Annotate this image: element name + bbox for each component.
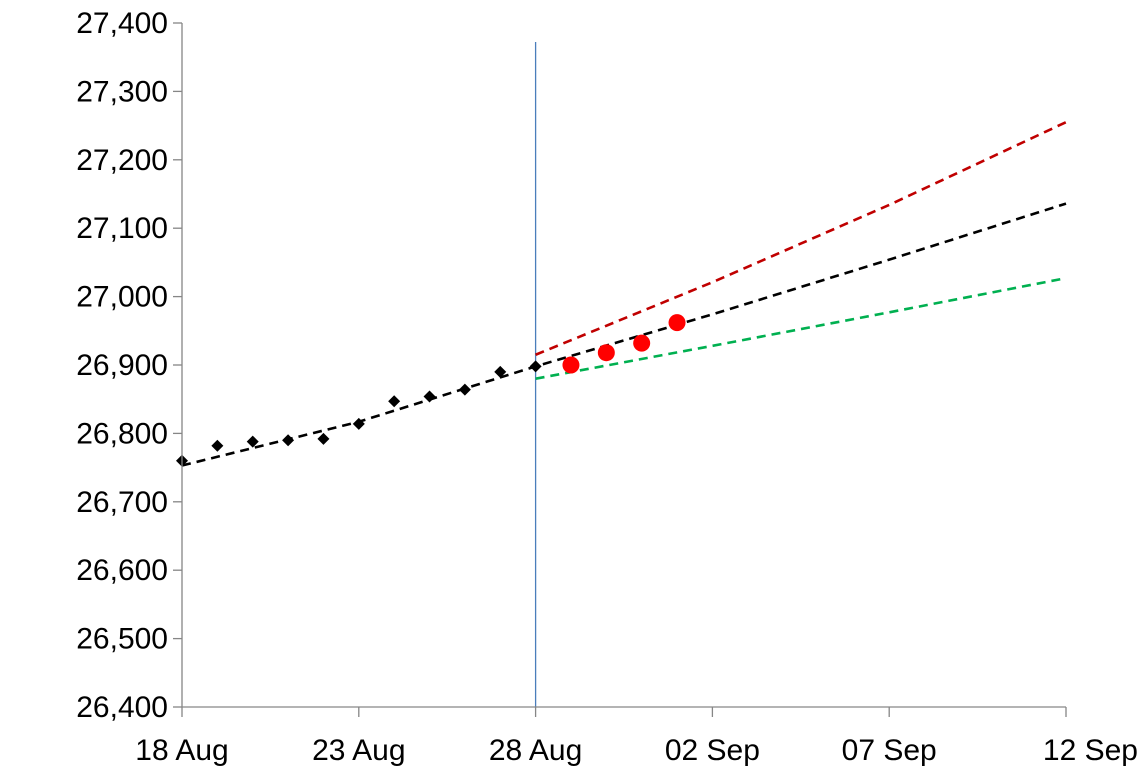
data-point-diamond-2 [211,439,224,452]
trend-line-2 [535,121,1067,356]
data-point-diamond-4 [282,434,295,447]
y-tick-label: 27,000 [76,281,168,314]
data-point-diamond-7 [388,395,401,408]
plot-series [176,42,1067,707]
data-point-diamond-11 [529,360,542,373]
data-point-circle-1 [562,356,580,374]
trend-line-3 [535,276,1067,380]
x-tick-label: 12 Sep [1043,734,1138,767]
y-tick-label: 27,200 [76,144,168,177]
x-tick-label: 02 Sep [665,734,760,767]
x-tick-labels: 18 Aug 23 Aug 28 Aug 02 Sep 07 Sep 12 Sep [135,734,1138,767]
y-tick-label: 27,300 [76,75,168,108]
x-tick-label: 07 Sep [842,734,937,767]
data-point-circle-4 [668,314,686,332]
y-tick-label: 26,900 [76,349,168,382]
y-tick-label: 26,500 [76,623,168,656]
data-point-diamond-5 [317,432,330,445]
y-tick-label: 26,600 [76,554,168,587]
y-tick-label: 26,400 [76,691,168,724]
data-point-diamond-10 [494,365,507,378]
x-tick-label: 18 Aug [135,734,228,767]
y-tick-labels: 26,400 26,500 26,600 26,700 26,800 26,900 27,0… [76,7,168,724]
data-point-diamond-6 [352,417,365,430]
data-point-circle-2 [597,344,615,362]
y-tick-label: 26,700 [76,486,168,519]
x-tick-label: 23 Aug [312,734,405,767]
axes [173,22,1067,717]
data-point-diamond-8 [423,390,436,403]
y-tick-label: 27,100 [76,212,168,245]
x-tick-label: 28 Aug [489,734,582,767]
y-tick-label: 27,400 [76,7,168,40]
y-tick-label: 26,800 [76,417,168,450]
data-point-diamond-9 [458,383,471,396]
data-point-circle-3 [633,334,651,352]
trend-line-1 [181,202,1067,467]
data-point-diamond-3 [246,435,259,448]
